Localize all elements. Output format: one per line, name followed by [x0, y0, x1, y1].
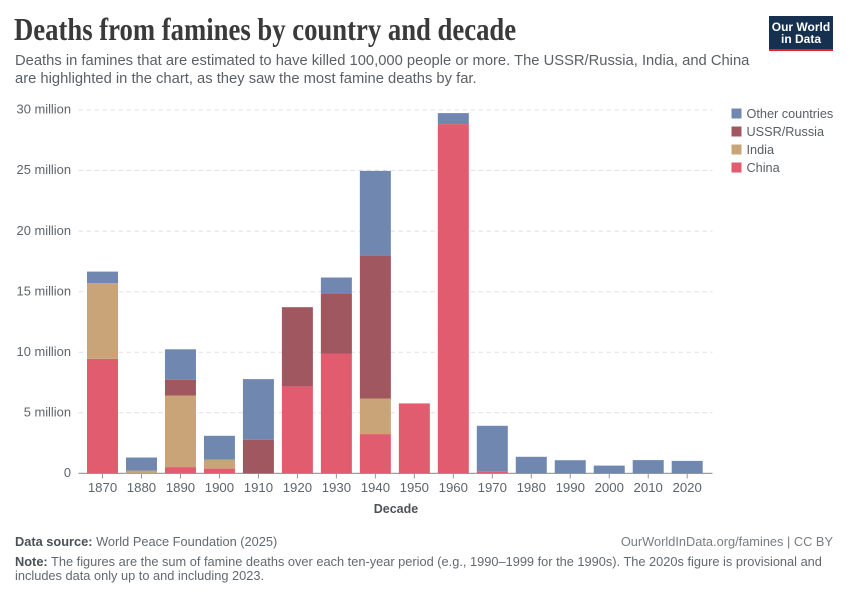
svg-text:10 million: 10 million — [17, 344, 71, 359]
svg-text:20 million: 20 million — [17, 223, 71, 238]
svg-text:1900: 1900 — [205, 480, 234, 495]
svg-text:25 million: 25 million — [17, 162, 71, 177]
svg-text:Decade: Decade — [374, 502, 419, 516]
svg-text:0: 0 — [64, 465, 71, 480]
svg-text:1880: 1880 — [127, 480, 156, 495]
svg-text:30 million: 30 million — [17, 102, 71, 117]
svg-text:1960: 1960 — [439, 480, 468, 495]
svg-text:1920: 1920 — [283, 480, 312, 495]
svg-text:India: India — [747, 143, 775, 157]
svg-text:2010: 2010 — [634, 480, 663, 495]
svg-text:1870: 1870 — [88, 480, 117, 495]
svg-text:15 million: 15 million — [17, 283, 71, 298]
svg-text:2020: 2020 — [673, 480, 702, 495]
svg-text:1890: 1890 — [166, 480, 195, 495]
svg-text:1940: 1940 — [361, 480, 390, 495]
svg-text:Other countries: Other countries — [747, 107, 834, 121]
svg-text:1930: 1930 — [322, 480, 351, 495]
svg-text:5 million: 5 million — [24, 405, 71, 420]
svg-text:1990: 1990 — [556, 480, 585, 495]
svg-text:1970: 1970 — [478, 480, 507, 495]
svg-text:1950: 1950 — [400, 480, 429, 495]
svg-text:1910: 1910 — [244, 480, 273, 495]
svg-text:2000: 2000 — [595, 480, 624, 495]
svg-text:China: China — [747, 161, 781, 175]
svg-text:USSR/Russia: USSR/Russia — [747, 125, 825, 139]
svg-text:1980: 1980 — [517, 480, 546, 495]
